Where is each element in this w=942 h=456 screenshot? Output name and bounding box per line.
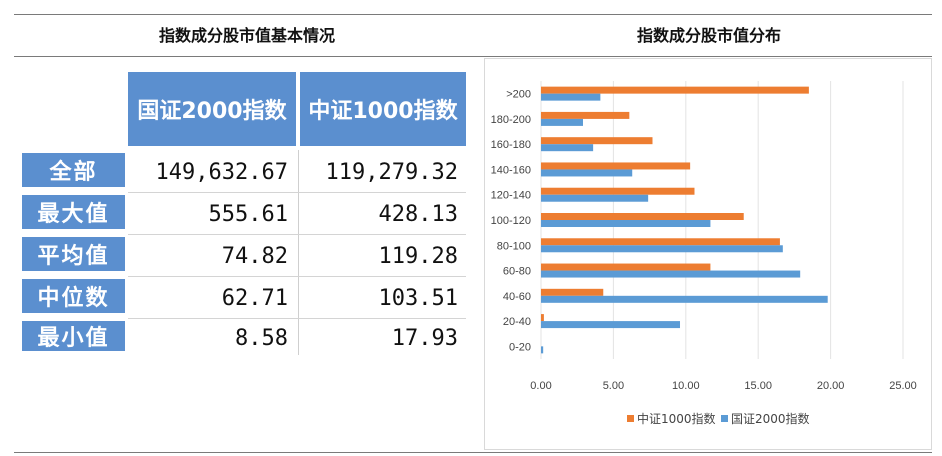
bar-zhongzheng1000	[541, 213, 744, 220]
table-heading: 指数成分股市值基本情况	[158, 26, 335, 45]
bar-guozheng2000	[541, 93, 601, 101]
bar-zhongzheng1000	[541, 137, 653, 145]
row-label-median: 中位数	[22, 279, 125, 313]
bar-zhongzheng1000	[541, 238, 780, 246]
table-row-rule	[128, 276, 466, 277]
bar-guozheng2000	[541, 194, 649, 202]
cell-mean-zhongzheng: 119.28	[378, 243, 458, 269]
cell-all-zhongzheng: 119,279.32	[325, 159, 458, 185]
legend-label: 国证2000指数	[731, 411, 810, 426]
bar-guozheng2000	[541, 295, 828, 303]
chart-area: 0.00 5.00 10.00 15.00 20.00 25.00 0-20 20-40 40-…	[484, 58, 932, 450]
chart-heading: 指数成分股市值分布	[636, 26, 781, 45]
top-rule	[14, 14, 932, 15]
y-tick-label: 20-40	[503, 316, 531, 328]
y-tick-label: 40-60	[503, 291, 531, 303]
legend-swatch	[627, 415, 634, 422]
x-tick-label: 0.00	[530, 380, 551, 392]
y-tick-label: >200	[506, 89, 531, 101]
cell-median-guozheng: 62.71	[221, 285, 288, 311]
bar-guozheng2000	[541, 321, 681, 329]
legend-swatch	[721, 415, 728, 422]
bar-guozheng2000	[541, 245, 783, 253]
cell-all-guozheng: 149,632.67	[155, 159, 288, 185]
y-tick-label: 100-120	[491, 215, 531, 227]
y-tick-label: 180-200	[491, 114, 531, 126]
cell-max-guozheng: 555.61	[208, 201, 288, 227]
x-tick-label: 25.00	[889, 380, 917, 392]
table-row-rule	[128, 234, 466, 235]
y-tick-label: 0-20	[509, 341, 531, 353]
y-tick-label: 160-180	[491, 139, 531, 151]
column-header-zhongzheng1000: 中证1000指数	[300, 72, 466, 146]
cell-min-zhongzheng: 17.93	[391, 325, 458, 351]
bar-zhongzheng1000	[541, 187, 695, 195]
bar-guozheng2000	[541, 144, 594, 152]
bar-guozheng2000	[541, 118, 583, 126]
x-tick-label: 20.00	[817, 380, 845, 392]
x-tick-label: 5.00	[603, 380, 624, 392]
header-rule	[14, 56, 932, 57]
cell-median-zhongzheng: 103.51	[378, 285, 458, 311]
column-header-guozheng2000: 国证2000指数	[128, 72, 296, 146]
bottom-rule	[14, 452, 932, 453]
row-label-min: 最小值	[22, 321, 125, 351]
y-tick-label: 140-160	[491, 164, 531, 176]
y-tick-label: 60-80	[503, 266, 531, 278]
bar-zhongzheng1000	[541, 86, 809, 94]
y-tick-label: 120-140	[491, 190, 531, 202]
row-label-all: 全部	[22, 153, 125, 187]
row-label-mean: 平均值	[22, 237, 125, 271]
table-row-rule	[128, 192, 466, 193]
bar-zhongzheng1000	[541, 314, 544, 322]
table-divider	[298, 150, 299, 355]
bar-guozheng2000	[541, 220, 711, 227]
bar-chart: 0.00 5.00 10.00 15.00 20.00 25.00 0-20 20-40 40-…	[491, 81, 917, 426]
table-row-rule	[128, 318, 466, 319]
bar-zhongzheng1000	[541, 288, 604, 296]
bar-zhongzheng1000	[541, 162, 691, 170]
row-label-max: 最大值	[22, 195, 125, 229]
x-tick-label: 15.00	[744, 380, 772, 392]
cell-min-guozheng: 8.58	[235, 325, 288, 351]
cell-mean-guozheng: 74.82	[221, 243, 288, 269]
legend-label: 中证1000指数	[637, 411, 716, 426]
bar-zhongzheng1000	[541, 111, 630, 119]
bar-zhongzheng1000	[541, 263, 711, 271]
bar-guozheng2000	[541, 346, 544, 354]
cell-max-zhongzheng: 428.13	[378, 201, 458, 227]
bar-guozheng2000	[541, 169, 633, 177]
x-tick-label: 10.00	[672, 380, 700, 392]
bar-guozheng2000	[541, 270, 801, 278]
y-tick-label: 80-100	[497, 240, 531, 252]
